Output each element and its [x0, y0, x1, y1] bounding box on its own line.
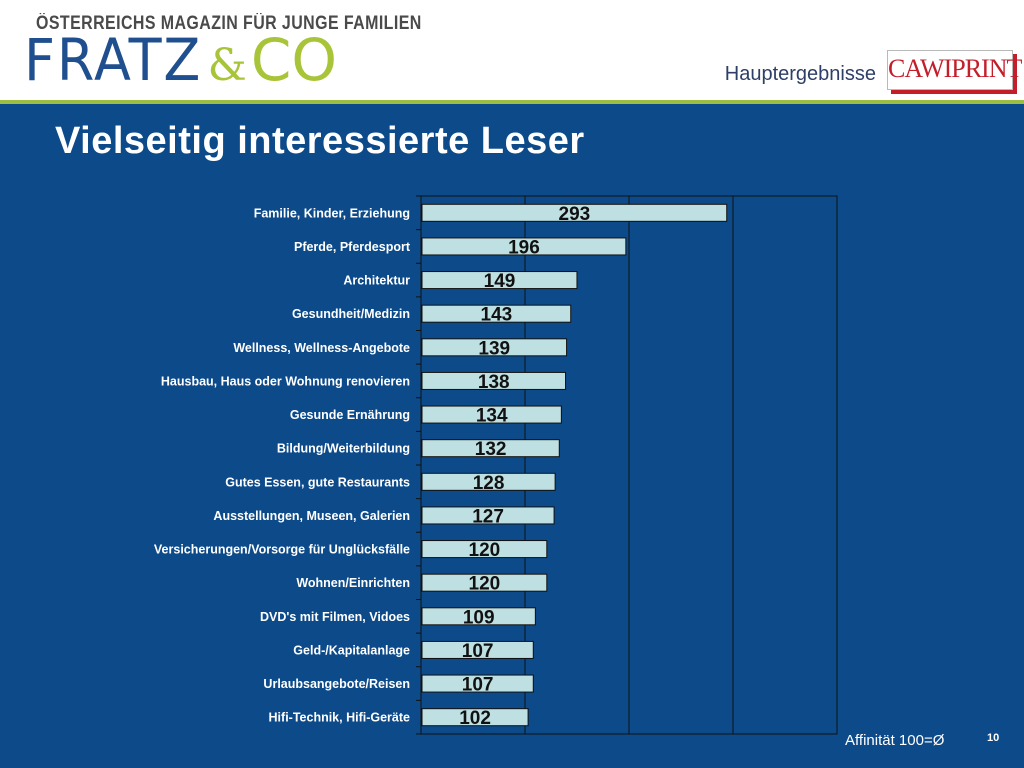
- category-label: Bildung/Weiterbildung: [277, 442, 410, 456]
- cawiprint-logo: CAWIPRINT: [887, 50, 1022, 90]
- bar: [421, 573, 548, 592]
- data-label: 293: [559, 204, 591, 225]
- data-label: 132: [475, 439, 507, 460]
- data-label: 134: [476, 406, 508, 427]
- category-label: Wellness, Wellness-Angebote: [233, 341, 410, 355]
- logo-ampersand: &: [207, 40, 247, 91]
- page-number: 10: [987, 732, 1000, 744]
- data-label: 107: [462, 641, 494, 662]
- data-label: 102: [459, 708, 491, 729]
- bar: [421, 338, 568, 357]
- data-label: 139: [478, 338, 510, 359]
- bar: [421, 640, 534, 659]
- fratz-co-logo: FRATZ &CO: [24, 26, 337, 94]
- section-label: Hauptergebnisse: [724, 63, 876, 85]
- category-label: Wohnen/Einrichten: [296, 576, 410, 590]
- bar: [421, 674, 534, 693]
- category-label: Gesundheit/Medizin: [292, 307, 410, 321]
- cawiprint-logo-text: CAWIPRINT: [888, 54, 1022, 83]
- data-label: 120: [469, 574, 501, 595]
- magazine-tagline: ÖSTERREICHS MAGAZIN FÜR JUNGE FAMILIEN: [36, 13, 422, 34]
- logo-fratz-text: FRATZ: [24, 26, 203, 94]
- bar: [421, 708, 529, 727]
- category-label: Hifi-Technik, Hifi-Geräte: [269, 711, 411, 725]
- logo-co-text: CO: [250, 26, 337, 94]
- slide-title: Vielseitig interessierte Leser: [55, 120, 585, 162]
- data-label: 143: [481, 305, 513, 326]
- category-label: Geld-/Kapitalanlage: [293, 643, 410, 657]
- bar: [421, 237, 627, 256]
- data-label: 109: [463, 607, 495, 628]
- bar: [421, 203, 728, 222]
- bar: [421, 271, 578, 290]
- affinity-footnote: Affinität 100=Ø: [845, 732, 945, 749]
- category-label: Gesunde Ernährung: [290, 408, 410, 422]
- category-label: Gutes Essen, gute Restaurants: [225, 475, 410, 489]
- header-divider: [0, 100, 1024, 104]
- bar: [421, 371, 567, 390]
- bar: [421, 439, 560, 458]
- category-label: Pferde, Pferdesport: [294, 240, 411, 254]
- data-label: 127: [472, 506, 504, 527]
- data-label: 120: [469, 540, 501, 561]
- data-label: 138: [478, 372, 510, 393]
- bar: [421, 304, 572, 323]
- header: ÖSTERREICHS MAGAZIN FÜR JUNGE FAMILIEN F…: [0, 0, 1024, 100]
- category-label: Architektur: [343, 274, 410, 288]
- category-label: Urlaubsangebote/Reisen: [263, 677, 410, 691]
- data-label: 107: [462, 675, 494, 696]
- category-label: Ausstellungen, Museen, Galerien: [213, 509, 410, 523]
- category-label: Versicherungen/Vorsorge für Unglücksfäll…: [154, 543, 410, 557]
- data-label: 149: [484, 271, 516, 292]
- bar: [421, 540, 548, 559]
- data-label: 196: [508, 237, 540, 258]
- category-label: Familie, Kinder, Erziehung: [254, 206, 410, 220]
- bar: [421, 506, 555, 525]
- bar: [421, 607, 536, 626]
- bar: [421, 405, 562, 424]
- category-label: Hausbau, Haus oder Wohnung renovieren: [161, 374, 410, 388]
- bar: [421, 472, 556, 491]
- category-label: DVD's mit Filmen, Vidoes: [260, 610, 410, 624]
- data-label: 128: [473, 473, 505, 494]
